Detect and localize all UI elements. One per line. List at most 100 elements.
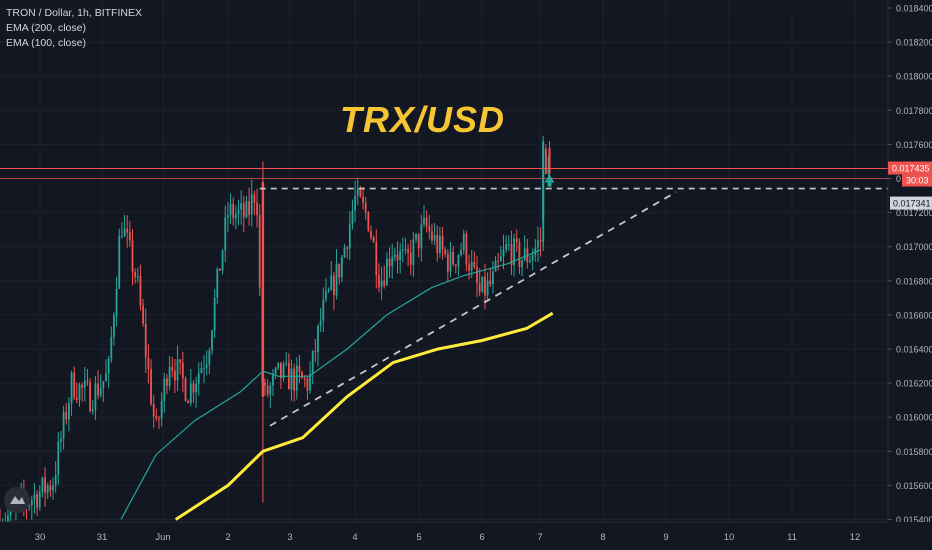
candle-up <box>274 368 277 375</box>
candle-down <box>446 254 449 272</box>
candle-down <box>338 263 341 278</box>
candle-up <box>399 250 402 261</box>
time-axis-label: 7 <box>537 532 542 543</box>
tradingview-logo-icon[interactable] <box>4 487 30 513</box>
candle-down <box>407 248 409 253</box>
candle-up <box>30 500 33 506</box>
candle-down <box>166 378 168 386</box>
candle-up <box>163 378 166 402</box>
candle-down <box>431 231 433 241</box>
candle-up <box>322 299 325 321</box>
current-price-label: 0.017435 <box>892 164 930 174</box>
candle-up <box>513 238 515 266</box>
candle-up <box>529 260 531 262</box>
candle-down <box>134 271 137 278</box>
time-axis-label: 11 <box>787 532 797 543</box>
candle-down <box>539 240 542 242</box>
candle-up <box>423 217 425 225</box>
candle-down <box>49 485 52 491</box>
candle-down <box>256 202 258 216</box>
candle-up <box>393 254 396 257</box>
candle-up <box>195 383 197 393</box>
candle-down <box>219 268 221 271</box>
candle-down <box>242 203 245 218</box>
candle-up <box>343 247 346 258</box>
candle-up <box>449 251 452 272</box>
ema200-line <box>174 311 554 521</box>
price-axis-bg <box>888 0 932 550</box>
candle-up <box>269 385 272 395</box>
candle-down <box>158 418 160 420</box>
candle-up <box>319 320 322 326</box>
candle-up <box>216 268 219 298</box>
candle-down <box>452 251 455 265</box>
candle-down <box>306 378 309 391</box>
time-axis-label: 30 <box>35 532 46 543</box>
candle-up <box>91 409 94 412</box>
candle-down <box>181 362 184 379</box>
time-axis-label: Jun <box>155 532 170 543</box>
candle-down <box>128 232 131 241</box>
candle-up <box>211 330 213 351</box>
candle-down <box>253 194 256 203</box>
resistance-tag <box>890 196 932 210</box>
candle-up <box>200 368 203 373</box>
legend-symbol[interactable]: TRON / Dollar, 1h, BITFINEX <box>6 7 142 19</box>
candle-down <box>179 359 182 363</box>
candle-up <box>521 260 523 268</box>
candle-down <box>372 237 375 243</box>
candle-down <box>75 397 78 400</box>
candle-up <box>412 239 415 265</box>
candle-down <box>258 215 261 288</box>
candle-down <box>497 260 500 262</box>
candle-up <box>28 505 31 507</box>
candle-up <box>221 250 224 271</box>
time-axis-label: 3 <box>287 532 292 543</box>
candle-up <box>227 215 229 218</box>
chart-legend: TRON / Dollar, 1h, BITFINEX EMA (200, cl… <box>6 6 142 51</box>
legend-ema200[interactable]: EMA (200, close) <box>6 22 86 34</box>
candle-down <box>139 275 142 306</box>
candle-down <box>65 411 68 420</box>
candle-up <box>439 235 441 253</box>
candle-up <box>494 260 497 272</box>
candle-down <box>89 381 91 412</box>
candle-down <box>378 275 380 288</box>
candle-up <box>237 209 240 215</box>
legend-ema100[interactable]: EMA (100, close) <box>6 37 86 49</box>
candle-up <box>160 401 163 419</box>
candle-up <box>391 256 394 267</box>
candle-down <box>303 378 306 380</box>
candle-up <box>33 494 36 501</box>
candle-up <box>229 203 232 216</box>
candle-down <box>476 267 478 284</box>
candle-up <box>505 244 508 250</box>
candle-up <box>240 203 243 210</box>
candle-down <box>187 400 190 404</box>
candle-down <box>314 351 317 353</box>
candle-up <box>537 240 539 248</box>
candle-up <box>523 248 526 261</box>
candle-down <box>73 372 76 398</box>
candle-down <box>152 403 155 417</box>
candle-up <box>348 223 351 249</box>
candle-up <box>354 195 356 211</box>
candle-down <box>396 254 399 261</box>
candle-down <box>545 148 547 174</box>
candle-up <box>486 280 489 296</box>
candle-up <box>52 485 54 491</box>
candle-down <box>261 181 265 397</box>
candle-up <box>245 201 248 218</box>
price-axis-label: 0.016800 <box>896 276 932 286</box>
candle-up <box>534 247 537 256</box>
candle-up <box>277 362 280 369</box>
candle-up <box>234 214 237 219</box>
time-axis-bg <box>0 522 932 550</box>
candle-up <box>295 365 298 391</box>
candle-down <box>436 234 439 253</box>
candle-down <box>280 362 282 379</box>
price-axis-label: 0.016400 <box>896 345 932 355</box>
candle-down <box>293 368 296 391</box>
